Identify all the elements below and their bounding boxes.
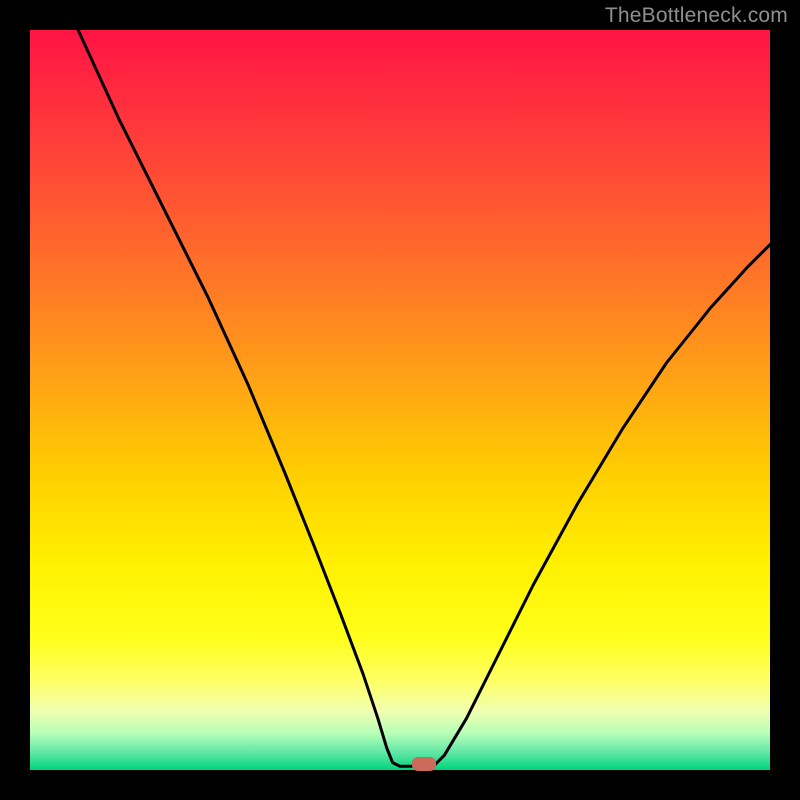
watermark-text: TheBottleneck.com xyxy=(605,4,788,28)
plot-area xyxy=(30,30,770,770)
bottleneck-curve xyxy=(30,30,770,770)
chart-frame: TheBottleneck.com xyxy=(0,0,800,800)
optimum-marker xyxy=(412,757,436,771)
